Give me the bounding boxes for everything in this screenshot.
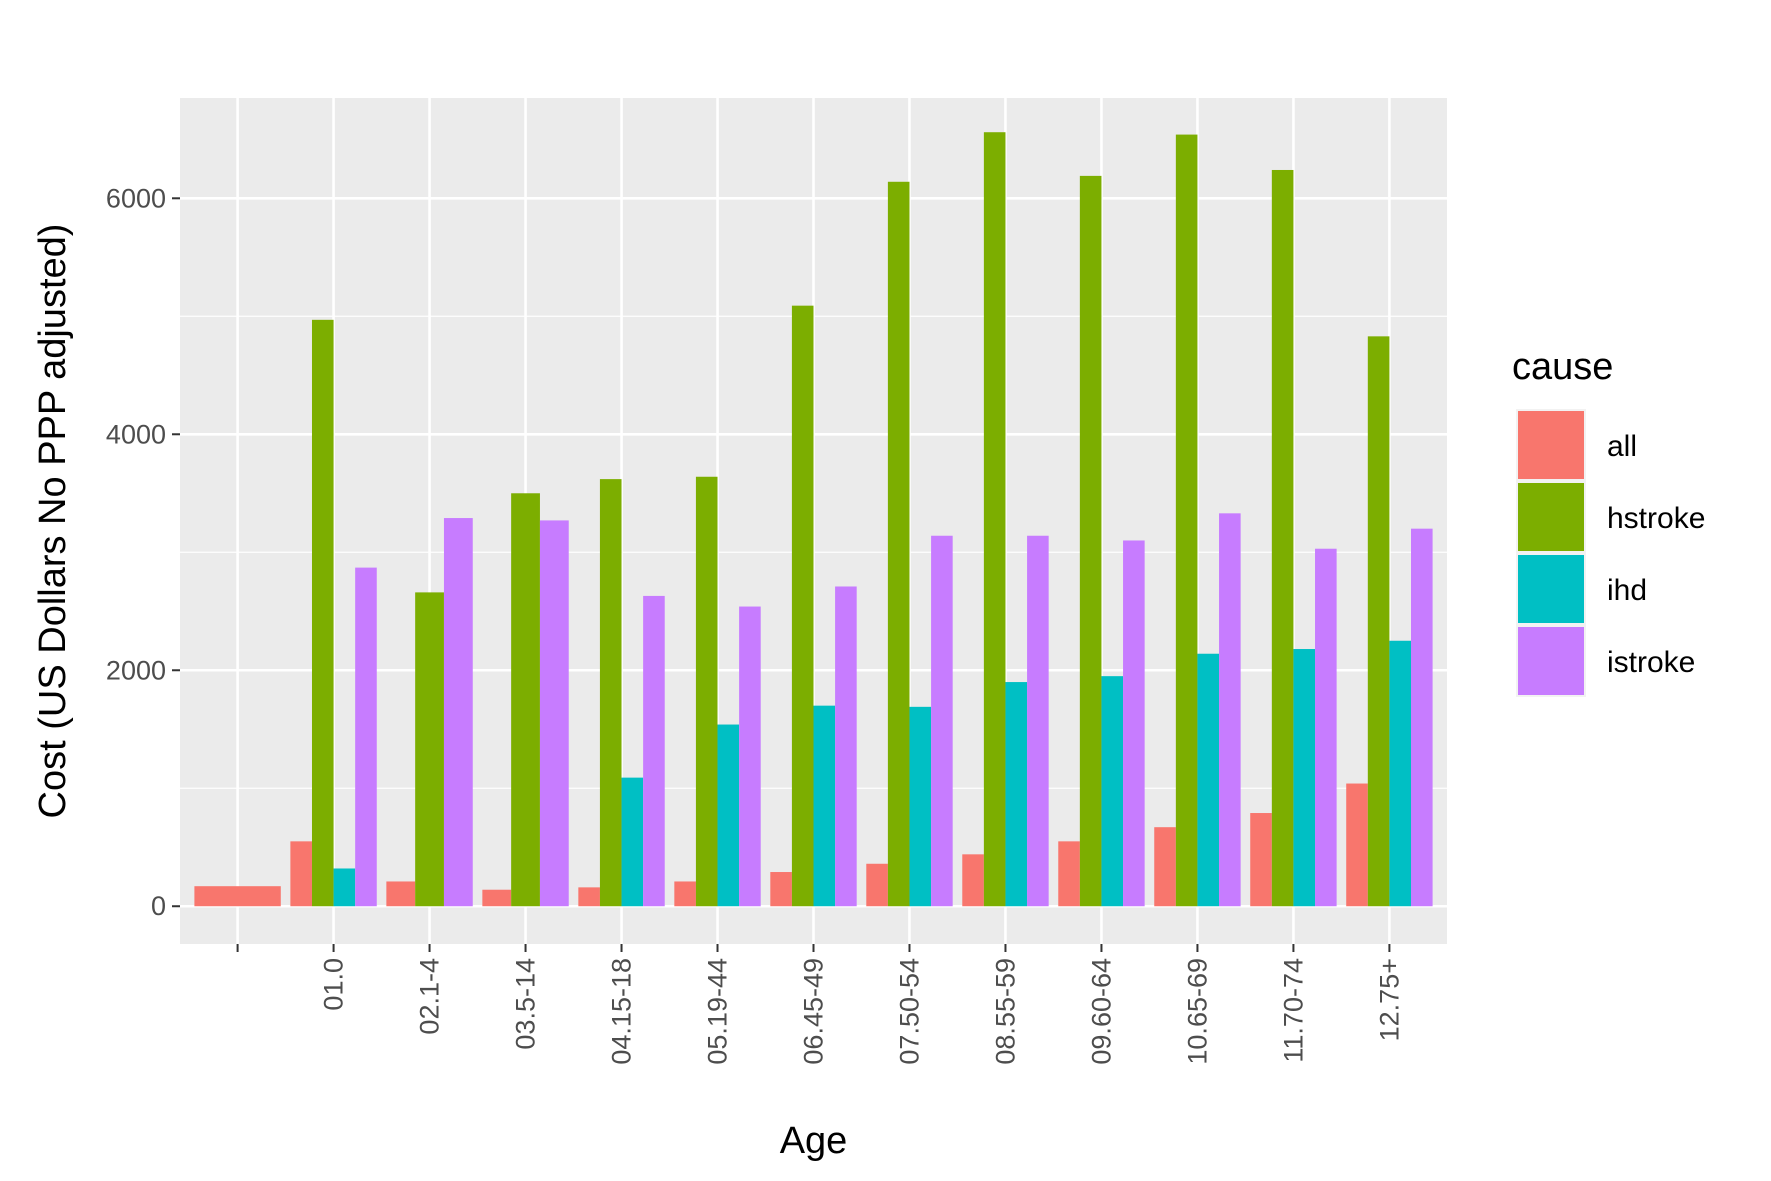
bar-ihd <box>1389 640 1412 907</box>
y-axis: 0 2000 4000 6000 <box>106 183 180 921</box>
legend-label-all: all <box>1607 430 1637 463</box>
bar-ihd <box>621 777 644 907</box>
x-tick-label: 01.0 <box>319 958 349 1011</box>
bar-istroke <box>1219 513 1241 907</box>
bar-all <box>1058 841 1080 907</box>
bar-all <box>1346 783 1368 907</box>
bar-ihd <box>909 706 932 907</box>
bar-all <box>866 863 888 907</box>
bar-hstroke <box>511 493 540 907</box>
legend-label-istroke: istroke <box>1607 646 1695 679</box>
bar-istroke <box>355 567 377 907</box>
bar-istroke <box>1123 540 1145 907</box>
x-tick-label: 10.65-69 <box>1182 958 1212 1065</box>
y-axis-title: Cost (US Dollars No PPP adjusted) <box>32 224 74 819</box>
bar-hstroke <box>599 479 622 907</box>
bar-all <box>290 841 312 907</box>
x-tick-label: 11.70-74 <box>1278 958 1308 1063</box>
x-tick-label: 02.1-4 <box>415 958 445 1035</box>
bar-all <box>482 889 512 907</box>
bar-istroke <box>739 606 761 907</box>
x-tick-label: 03.5-14 <box>511 958 541 1050</box>
y-tick-label: 2000 <box>106 655 166 685</box>
y-tick-label: 0 <box>151 891 166 921</box>
x-tick-label: 05.19-44 <box>703 958 733 1065</box>
bar-istroke <box>443 518 473 907</box>
bar-all <box>770 872 792 907</box>
bar-all <box>674 881 696 907</box>
bar-istroke <box>931 535 953 907</box>
bar-istroke <box>643 595 665 907</box>
bar-hstroke <box>887 181 910 907</box>
bar-hstroke <box>791 305 814 907</box>
legend-swatch-istroke <box>1518 627 1584 695</box>
bar-istroke <box>1027 535 1049 907</box>
legend: cause all hstroke ihd istroke <box>1512 346 1705 697</box>
bar-hstroke <box>983 132 1006 907</box>
x-tick-label: 07.50-54 <box>894 958 924 1065</box>
legend-label-ihd: ihd <box>1607 574 1647 607</box>
bar-hstroke <box>415 592 444 907</box>
bar-hstroke <box>1271 169 1294 907</box>
bar-ihd <box>813 705 836 907</box>
bar-hstroke <box>1367 336 1390 907</box>
bar-istroke <box>835 586 857 907</box>
legend-title: cause <box>1512 346 1613 388</box>
bar-ihd <box>1197 653 1220 907</box>
bar-all <box>962 854 984 907</box>
bar-ihd <box>1101 676 1124 907</box>
bar-ihd <box>717 724 740 907</box>
x-tick-label: 06.45-49 <box>799 958 829 1065</box>
bar-all <box>578 887 600 907</box>
y-tick-label: 4000 <box>106 419 166 449</box>
bar-all <box>1154 827 1176 907</box>
legend-label-hstroke: hstroke <box>1607 502 1705 535</box>
bar-istroke <box>539 520 569 907</box>
bar-hstroke <box>1175 134 1198 907</box>
bar-ihd <box>333 868 356 907</box>
x-tick-label: 04.15-18 <box>607 958 637 1065</box>
legend-swatch-hstroke <box>1518 483 1584 551</box>
legend-swatch-all <box>1518 411 1584 479</box>
x-axis-title: Age <box>780 1120 848 1162</box>
bar-hstroke <box>695 476 718 907</box>
legend-swatch-ihd <box>1518 555 1584 623</box>
bar-hstroke <box>1079 175 1102 907</box>
x-tick-label: 08.55-59 <box>990 958 1020 1065</box>
bars <box>194 132 1433 907</box>
bar-ihd <box>1005 682 1028 907</box>
bar-all <box>386 881 416 907</box>
bar-all <box>1250 813 1272 907</box>
bar-istroke <box>1315 548 1337 907</box>
bar-ihd <box>1293 649 1316 907</box>
y-tick-label: 6000 <box>106 183 166 213</box>
bar-all <box>194 886 281 907</box>
bar-istroke <box>1411 528 1433 907</box>
x-tick-label: 12.75+ <box>1374 958 1404 1041</box>
bar-hstroke <box>311 319 334 907</box>
x-tick-label: 09.60-64 <box>1086 958 1116 1065</box>
x-axis: 01.0 02.1-4 03.5-14 04.15-18 05.19-44 06.45-4… <box>236 944 1404 1065</box>
